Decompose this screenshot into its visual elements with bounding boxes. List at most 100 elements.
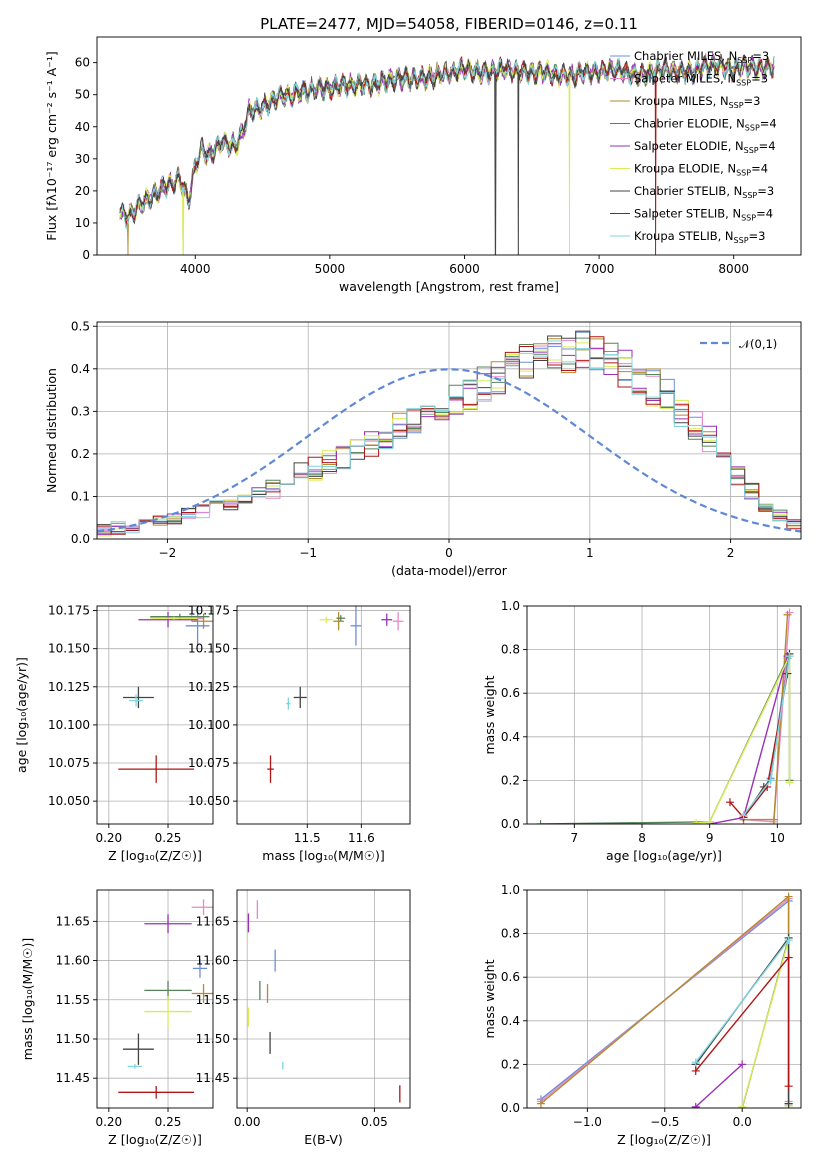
y-axis-label: mass weight [482, 959, 497, 1038]
errorbar-kroupa-stelib [286, 697, 291, 710]
y-tick-label: 0.2 [501, 773, 520, 787]
errorbar-chabrier-miles [350, 606, 362, 646]
y-tick-label: 1.0 [501, 599, 520, 613]
spectrum-panel: 4000 5000 6000 7000 8000 0 10 20 30 40 50 60 wavelen… [44, 36, 802, 294]
y-tick-label: 0.8 [501, 927, 520, 941]
errorbar-kroupa-stelib [127, 1064, 142, 1069]
axes-frame [96, 889, 214, 1109]
mass-weight-line-kroupa-elodie [696, 655, 791, 824]
x-tick-label: 5000 [315, 262, 346, 276]
y-tick-label: 0.3 [71, 404, 90, 418]
legend-entry-value: =3 [749, 229, 766, 243]
age-vs-metallicity-panel: 0.20 0.25 10.050 10.075 10.100 10.125 10.150 10… [14, 604, 214, 863]
mass-weight-marker [739, 811, 748, 820]
y-axis-label: age [log₁₀(age/yr)] [14, 657, 29, 773]
age-vs-mass-panel: 11.5 11.6 10.050 10.075 10.100 10.125 10.150 10… [188, 604, 411, 863]
errorbar-salpeter-elodie [138, 612, 198, 628]
grid [237, 890, 410, 1108]
mass-weight-line-chabrier-elodie [540, 653, 791, 824]
x-tick-label: 11.5 [294, 831, 321, 845]
mass-weight-marker [784, 936, 793, 945]
y-tick-label: 10.150 [48, 642, 90, 656]
mass-weight-marker [785, 778, 794, 787]
x-axis-label: Z [log₁₀(Z/Z☉)] [108, 1132, 202, 1147]
y-tick-label: 0.5 [71, 319, 90, 333]
y-tick-label: 11.55 [56, 993, 90, 1007]
errorbar-kroupa-elodie [150, 616, 198, 620]
grid [237, 606, 410, 824]
normal-distribution-curve [97, 368, 801, 533]
mass-weight-marker [691, 1058, 700, 1067]
errorbar-salpeter-stelib [118, 755, 195, 783]
plot-area [536, 608, 794, 824]
y-tick-label: 0.2 [501, 1057, 520, 1071]
plot-area [247, 900, 401, 1103]
y-tick-label: 11.60 [196, 954, 230, 968]
histogram-step-kroupa-stelib [97, 340, 801, 539]
x-tick-label: 0.20 [95, 831, 122, 845]
x-tick-label: 0.05 [361, 1115, 388, 1129]
axes-frame [236, 889, 411, 1109]
mass-weight-marker [769, 815, 778, 824]
y-tick-label: 10.125 [48, 680, 90, 694]
mass-weight-marker [536, 1099, 545, 1108]
errorbar-salpeter-elodie [144, 914, 192, 934]
x-tick-label: 0.25 [155, 831, 182, 845]
mass-weight-marker [692, 818, 701, 824]
x-tick-label: −2 [159, 546, 177, 560]
y-tick-label: 0.6 [501, 970, 520, 984]
mass-weight-vs-metallicity-panel: −1.0 −0.5 0.0 0.0 0.2 0.4 0.6 0.8 1.0 Z [log₁₀(Z/… [482, 883, 802, 1147]
legend-entry-name: Salpeter ELODIE, N [634, 139, 744, 153]
y-axis-label: mass [log₁₀(M/M☉)] [20, 938, 35, 1060]
mass-weight-line-kroupa-stelib [695, 939, 790, 1063]
mass-weight-marker [691, 1066, 700, 1075]
x-axis-label: (data-model)/error [391, 563, 508, 578]
y-tick-label: 40 [75, 120, 90, 134]
legend-entry-value: =3 [752, 49, 769, 63]
mass-weight-line-salpeter-elodie [695, 1063, 743, 1108]
errorbar-kroupa-elodie [319, 616, 333, 623]
x-tick-label: 10 [770, 831, 785, 845]
x-tick-label: 0 [445, 546, 453, 560]
legend-entry: Salpeter ELODIE, NSSP=4 [634, 139, 776, 155]
mass-vs-ebv-panel: 0.00 0.05 11.45 11.50 11.55 11.60 11.65 E(B-V) [196, 889, 411, 1147]
mass-weight-marker [785, 608, 794, 617]
mass-weight-marker [738, 1060, 747, 1069]
y-tick-label: 0.4 [501, 1014, 520, 1028]
legend-entry: Kroupa STELIB, NSSP=3 [634, 229, 765, 245]
y-tick-label: 0.8 [501, 643, 520, 657]
y-tick-label: 11.60 [56, 954, 90, 968]
legend-entry-value: =4 [759, 139, 776, 153]
x-tick-label: 8000 [718, 262, 749, 276]
legend-entry: Chabrier ELODIE, NSSP=4 [634, 117, 777, 133]
errorbar-chabrier-stelib [123, 1033, 154, 1065]
grid [97, 606, 213, 824]
plot-area [118, 606, 213, 783]
x-tick-label: 1 [586, 546, 594, 560]
y-tick-label: 0.0 [71, 532, 90, 546]
x-axis-label: Z [log₁₀(Z/Z☉)] [617, 1132, 711, 1147]
mass-weight-marker [784, 1099, 793, 1108]
y-tick-label: 10.075 [188, 756, 230, 770]
legend-entry-name: Chabrier ELODIE, N [634, 117, 745, 131]
y-tick-label: 0.4 [71, 362, 90, 376]
mass-weight-marker [536, 820, 545, 824]
mass-weight-marker [784, 892, 793, 901]
y-tick-label: 10.050 [188, 794, 230, 808]
y-tick-label: 0.4 [501, 730, 520, 744]
errorbar-kroupa-elodie [144, 995, 192, 1028]
errorbar-kroupa-stelib [128, 694, 144, 707]
y-tick-label: 20 [75, 184, 90, 198]
legend-entry-subscript: SSP [734, 236, 749, 245]
legend-entry-subscript: SSP [737, 56, 752, 65]
legend-entry-name: Chabrier MILES, N [634, 49, 737, 63]
y-tick-label: 10 [75, 216, 90, 230]
x-tick-label: 9 [706, 831, 714, 845]
legend-entry-value: =3 [751, 72, 768, 86]
y-tick-label: 10.100 [48, 718, 90, 732]
legend-entry-subscript: SSP [741, 214, 756, 223]
legend-entry: Salpeter STELIB, NSSP=4 [634, 207, 773, 223]
x-axis-label: age [log₁₀(age/yr)] [606, 848, 722, 863]
y-tick-label: 11.65 [56, 914, 90, 928]
y-tick-label: 50 [75, 88, 90, 102]
